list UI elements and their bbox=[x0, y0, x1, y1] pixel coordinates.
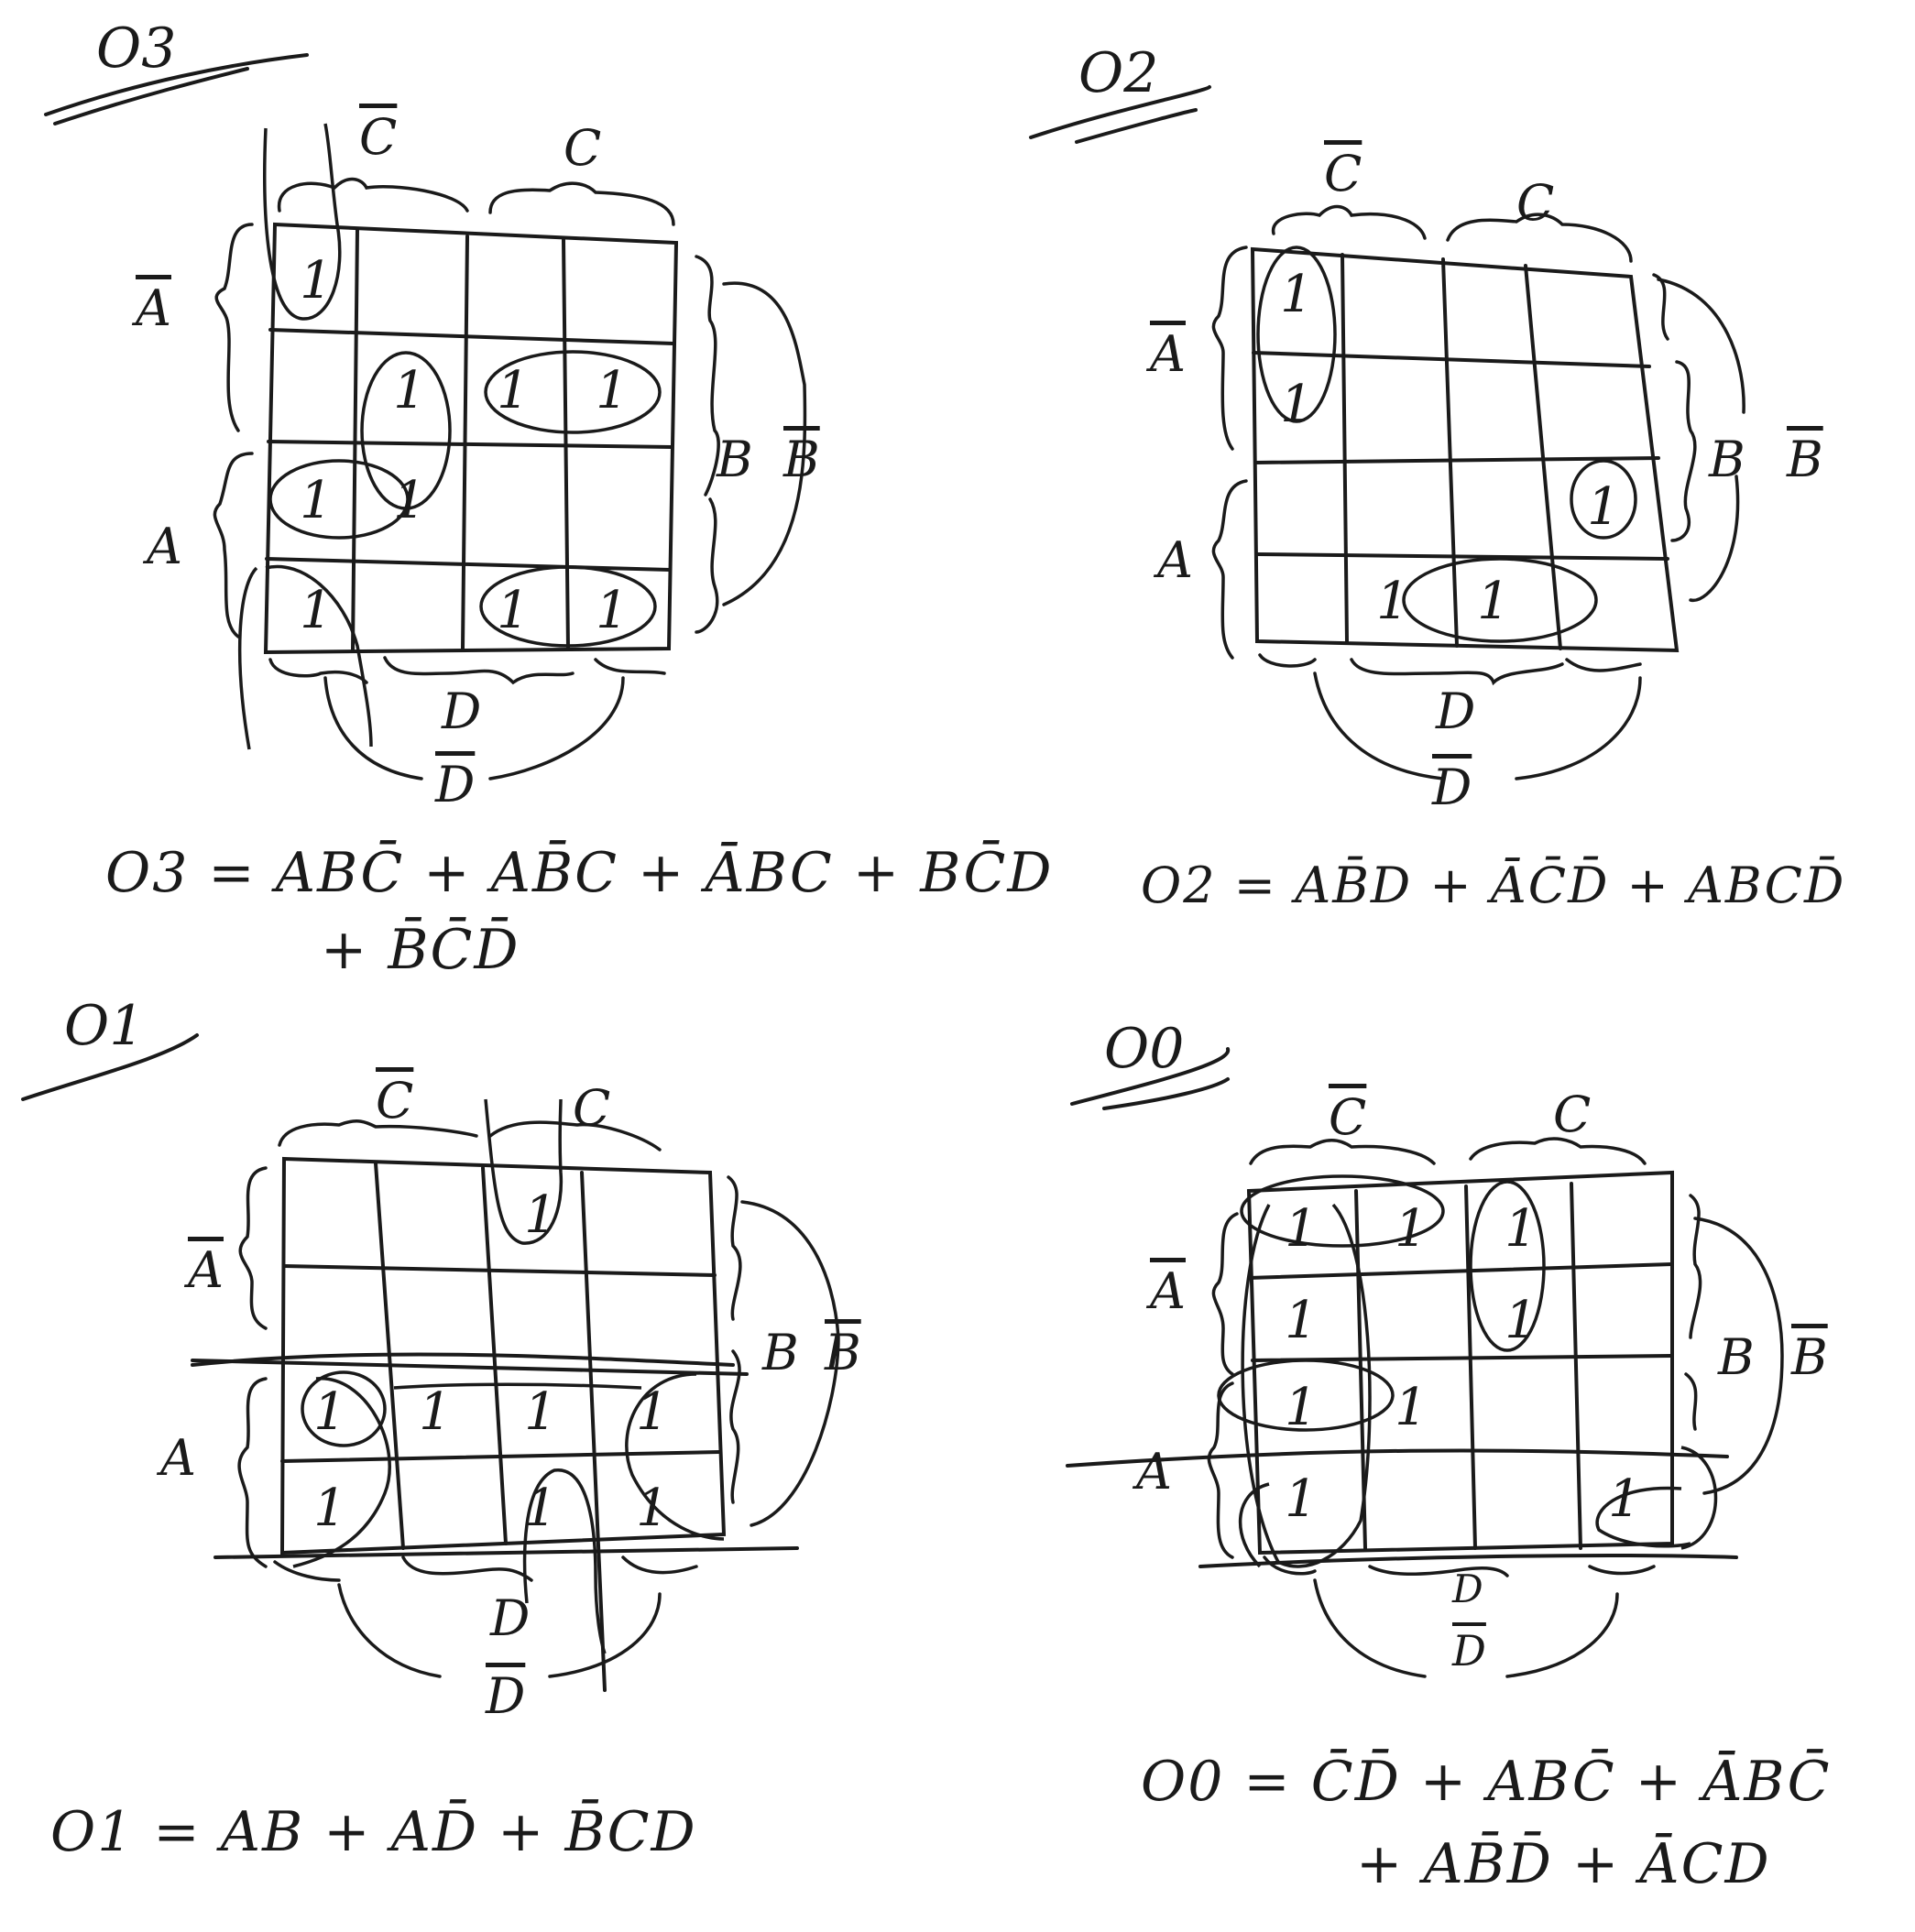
equation: O1 = AB + AD̄ + B̄CD bbox=[50, 1800, 697, 1864]
map-title: O0 bbox=[1104, 1017, 1185, 1081]
label-b: B bbox=[1709, 431, 1745, 488]
cell-value-r2-c0: 1 bbox=[300, 471, 333, 530]
label-c: C bbox=[1516, 174, 1555, 232]
kmap-o1-drawing: 1 1 1 1 1 1 1 1 bbox=[21, 1033, 840, 1692]
cell-value-r1-c1: 1 bbox=[393, 361, 426, 420]
label-a: A bbox=[1157, 531, 1193, 589]
label-b: B bbox=[717, 431, 753, 488]
map-title: O1 bbox=[64, 994, 145, 1058]
kmap-o2-drawing: 1 1 1 1 1 bbox=[1029, 85, 1745, 780]
label-c-bar: C bbox=[376, 1072, 414, 1130]
cell-value-r1-c2: 1 bbox=[1505, 1291, 1537, 1350]
label-d-bar: D bbox=[1452, 1626, 1486, 1675]
cell-value-r3-c3: 1 bbox=[636, 1479, 669, 1538]
label-c: C bbox=[1553, 1086, 1592, 1143]
equation: O0 = C̄D̄ + ABC̄ + ĀBC̄ bbox=[1141, 1750, 1832, 1814]
kmap-o0: O0 bbox=[958, 971, 1915, 1932]
label-a-bar: A bbox=[136, 279, 171, 337]
cell-value-r3-c0: 1 bbox=[313, 1479, 346, 1538]
kmap-o3-drawing: 1 1 1 1 1 1 1 1 1 bbox=[44, 53, 807, 780]
cells: 1 1 1 1 1 bbox=[1280, 265, 1620, 631]
cell-value-r2-c1: 1 bbox=[1395, 1378, 1428, 1437]
cells: 1 1 1 1 1 1 1 1 1 bbox=[300, 251, 629, 640]
cell-value-r3-c2: 1 bbox=[497, 581, 530, 640]
kmap-o1: O1 bbox=[0, 971, 958, 1932]
cell-value-r0-c2: 1 bbox=[524, 1185, 557, 1245]
map-title: O2 bbox=[1078, 41, 1159, 105]
cell-value-r2-c0: 1 bbox=[1285, 1378, 1318, 1437]
cell-value-r0-c2: 1 bbox=[1505, 1199, 1537, 1259]
label-b: B bbox=[762, 1324, 799, 1381]
label-a: A bbox=[160, 1429, 196, 1487]
kmap-grid bbox=[191, 1156, 799, 1692]
groupings bbox=[292, 1098, 725, 1654]
label-b: B bbox=[1718, 1328, 1755, 1386]
label-a-bar: A bbox=[188, 1241, 224, 1299]
label-b-bar: B bbox=[1791, 1328, 1828, 1386]
equation: O3 = ABC̄ + AB̄C + ĀBC + BC̄D bbox=[105, 841, 1054, 905]
label-b-bar: B bbox=[825, 1324, 861, 1381]
label-c: C bbox=[573, 1079, 611, 1137]
label-c-bar: C bbox=[359, 108, 398, 166]
cell-value-r3-c3: 1 bbox=[1608, 1469, 1641, 1529]
cell-value-r0-c1: 1 bbox=[1395, 1199, 1428, 1259]
equation-line-2: + B̄C̄D̄ bbox=[321, 918, 520, 982]
cell-value-r3-c0: 1 bbox=[1285, 1469, 1318, 1529]
cell-value-r1-c0: 1 bbox=[1285, 1291, 1318, 1350]
label-a: A bbox=[147, 518, 182, 575]
label-a-bar: A bbox=[1150, 325, 1186, 383]
label-b-bar: B bbox=[783, 431, 820, 488]
cell-value-r3-c0: 1 bbox=[300, 581, 333, 640]
label-d: D bbox=[442, 682, 482, 740]
label-b-bar: B bbox=[1787, 431, 1823, 488]
label-c-bar: C bbox=[1324, 145, 1362, 202]
cell-value-r3-c3: 1 bbox=[596, 581, 629, 640]
label-a: A bbox=[1136, 1443, 1172, 1501]
cell-value-r0-c0: 1 bbox=[1280, 265, 1313, 324]
groupings bbox=[1217, 1174, 1718, 1568]
map-title: O3 bbox=[96, 16, 177, 81]
cell-value-r2-c1: 1 bbox=[419, 1382, 452, 1442]
cell-value-r3-c1: 1 bbox=[1376, 572, 1409, 631]
label-d-bar: D bbox=[435, 756, 476, 813]
cell-value-r3-c2: 1 bbox=[1477, 572, 1510, 631]
label-d: D bbox=[1436, 682, 1476, 740]
braces bbox=[237, 1119, 840, 1678]
label-d-bar: D bbox=[1432, 759, 1472, 816]
kmap-grid bbox=[1250, 246, 1680, 653]
kmap-grid bbox=[263, 222, 679, 655]
cell-value-r1-c3: 1 bbox=[596, 361, 629, 420]
braces bbox=[213, 177, 807, 780]
cell-value-r1-c0: 1 bbox=[1280, 375, 1313, 434]
cell-value-r0-c0: 1 bbox=[300, 251, 333, 311]
label-d-bar: D bbox=[486, 1667, 526, 1725]
cell-value-r1-c2: 1 bbox=[497, 361, 530, 420]
cell-value-r2-c3: 1 bbox=[1587, 477, 1620, 537]
braces bbox=[1207, 1137, 1784, 1678]
kmap-o0-drawing: 1 1 1 1 1 1 1 1 1 bbox=[1066, 1047, 1784, 1678]
label-c: C bbox=[564, 119, 602, 177]
kmap-o2: O2 bbox=[958, 0, 1915, 971]
cells: 1 1 1 1 1 1 1 1 1 bbox=[1285, 1199, 1641, 1529]
cell-value-r0-c0: 1 bbox=[1285, 1199, 1318, 1259]
label-d: D bbox=[1452, 1566, 1483, 1611]
cell-value-r3-c2: 1 bbox=[524, 1479, 557, 1538]
groupings bbox=[237, 123, 662, 750]
label-d: D bbox=[490, 1589, 531, 1647]
equation: O2 = AB̄D + ĀC̄D̄ + ABCD̄ bbox=[1141, 857, 1846, 914]
cell-value-r2-c0: 1 bbox=[313, 1382, 346, 1442]
groupings bbox=[1256, 246, 1637, 643]
cells: 1 1 1 1 1 1 1 1 bbox=[313, 1185, 669, 1538]
cell-value-r2-c2: 1 bbox=[524, 1382, 557, 1442]
label-a-bar: A bbox=[1150, 1262, 1186, 1320]
label-c-bar: C bbox=[1329, 1088, 1367, 1146]
cell-value-r2-c1: 1 bbox=[393, 471, 426, 530]
cell-value-r2-c3: 1 bbox=[636, 1382, 669, 1442]
equation-line-2: + AB̄D̄ + ĀCD bbox=[1356, 1832, 1771, 1896]
kmap-o3: O3 bbox=[0, 0, 1051, 982]
braces bbox=[1211, 204, 1745, 780]
